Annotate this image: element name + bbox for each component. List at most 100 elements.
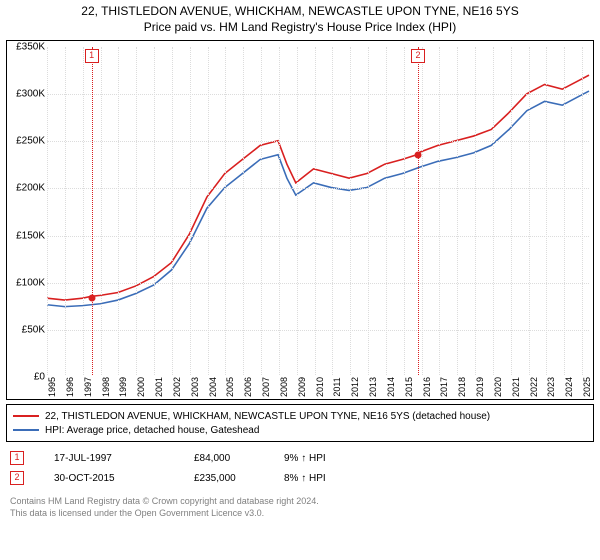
chart-title: 22, THISTLEDON AVENUE, WHICKHAM, NEWCAST… (6, 4, 594, 34)
y-gridline (47, 236, 589, 237)
x-axis-label: 2022 (529, 377, 539, 397)
x-axis-label: 2006 (243, 377, 253, 397)
event-price-2: £235,000 (194, 473, 284, 484)
legend-item-subject: 22, THISTLEDON AVENUE, WHICKHAM, NEWCAST… (13, 409, 587, 423)
title-subtitle: Price paid vs. HM Land Registry's House … (6, 20, 594, 34)
y-axis-label: £150K (7, 230, 45, 241)
y-axis-label: £250K (7, 136, 45, 147)
x-gridline (350, 47, 351, 375)
y-axis-label: £50K (7, 324, 45, 335)
y-axis-label: £200K (7, 183, 45, 194)
x-gridline (136, 47, 137, 375)
chart-container: 22, THISTLEDON AVENUE, WHICKHAM, NEWCAST… (0, 0, 600, 560)
y-axis-label: £0 (7, 372, 45, 383)
legend-label-subject: 22, THISTLEDON AVENUE, WHICKHAM, NEWCAST… (45, 411, 490, 422)
x-axis-label: 1995 (47, 377, 57, 397)
x-gridline (225, 47, 226, 375)
x-gridline (493, 47, 494, 375)
x-axis-label: 1999 (118, 377, 128, 397)
title-address: 22, THISTLEDON AVENUE, WHICKHAM, NEWCAST… (6, 4, 594, 18)
x-gridline (208, 47, 209, 375)
x-gridline (190, 47, 191, 375)
events-table: 1 17-JUL-1997 £84,000 9% ↑ HPI 2 30-OCT-… (6, 448, 594, 488)
x-axis-label: 2007 (261, 377, 271, 397)
x-axis-label: 2003 (190, 377, 200, 397)
x-gridline (332, 47, 333, 375)
chart-area: £0£50K£100K£150K£200K£250K£300K£350K1995… (6, 40, 594, 400)
x-axis-label: 2009 (297, 377, 307, 397)
x-axis-label: 2014 (386, 377, 396, 397)
event-dot-1 (88, 294, 95, 301)
x-gridline (475, 47, 476, 375)
event-vline-1 (92, 47, 93, 375)
y-gridline (47, 188, 589, 189)
x-axis-label: 2000 (136, 377, 146, 397)
x-gridline (457, 47, 458, 375)
event-date-2: 30-OCT-2015 (54, 473, 194, 484)
x-gridline (172, 47, 173, 375)
x-axis-label: 2023 (546, 377, 556, 397)
x-gridline (582, 47, 583, 375)
series-line-hpi (47, 91, 589, 307)
x-axis-label: 2002 (172, 377, 182, 397)
event-row-2: 2 30-OCT-2015 £235,000 8% ↑ HPI (6, 468, 594, 488)
x-axis-label: 2024 (564, 377, 574, 397)
x-axis-label: 1997 (83, 377, 93, 397)
x-axis-label: 2020 (493, 377, 503, 397)
x-gridline (404, 47, 405, 375)
x-gridline (279, 47, 280, 375)
event-top-marker-2: 2 (411, 49, 425, 63)
x-axis-label: 2005 (225, 377, 235, 397)
x-gridline (83, 47, 84, 375)
event-date-1: 17-JUL-1997 (54, 453, 194, 464)
x-gridline (154, 47, 155, 375)
x-gridline (101, 47, 102, 375)
attribution-line1: Contains HM Land Registry data © Crown c… (10, 496, 594, 508)
x-axis-label: 2017 (439, 377, 449, 397)
x-gridline (315, 47, 316, 375)
x-axis-label: 2008 (279, 377, 289, 397)
y-gridline (47, 283, 589, 284)
y-axis-label: £100K (7, 277, 45, 288)
x-axis-label: 2011 (332, 377, 342, 396)
x-axis-label: 2019 (475, 377, 485, 397)
x-axis-label: 2021 (511, 377, 521, 397)
x-axis-label: 2016 (422, 377, 432, 397)
event-row-1: 1 17-JUL-1997 £84,000 9% ↑ HPI (6, 448, 594, 468)
event-dot-2 (414, 152, 421, 159)
event-delta-1: 9% ↑ HPI (284, 453, 326, 464)
attribution: Contains HM Land Registry data © Crown c… (6, 496, 594, 519)
x-axis-label: 2012 (350, 377, 360, 397)
chart-lines (47, 47, 589, 375)
x-axis-label: 1996 (65, 377, 75, 397)
x-gridline (297, 47, 298, 375)
legend-item-hpi: HPI: Average price, detached house, Gate… (13, 423, 587, 437)
x-axis-label: 2018 (457, 377, 467, 397)
x-gridline (386, 47, 387, 375)
x-gridline (261, 47, 262, 375)
x-axis-label: 2025 (582, 377, 592, 397)
event-marker-1: 1 (10, 451, 24, 465)
x-gridline (47, 47, 48, 375)
legend-label-hpi: HPI: Average price, detached house, Gate… (45, 425, 259, 436)
legend-swatch-subject (13, 415, 39, 417)
x-gridline (368, 47, 369, 375)
x-gridline (511, 47, 512, 375)
y-gridline (47, 330, 589, 331)
y-axis-label: £350K (7, 42, 45, 53)
x-gridline (564, 47, 565, 375)
x-gridline (439, 47, 440, 375)
x-gridline (118, 47, 119, 375)
x-axis-label: 1998 (101, 377, 111, 397)
y-gridline (47, 141, 589, 142)
legend: 22, THISTLEDON AVENUE, WHICKHAM, NEWCAST… (6, 404, 594, 442)
event-price-1: £84,000 (194, 453, 284, 464)
x-gridline (243, 47, 244, 375)
x-gridline (546, 47, 547, 375)
x-axis-label: 2001 (154, 377, 164, 397)
x-gridline (65, 47, 66, 375)
x-gridline (422, 47, 423, 375)
plot-region (47, 47, 589, 375)
x-axis-label: 2013 (368, 377, 378, 397)
x-axis-label: 2015 (404, 377, 414, 397)
